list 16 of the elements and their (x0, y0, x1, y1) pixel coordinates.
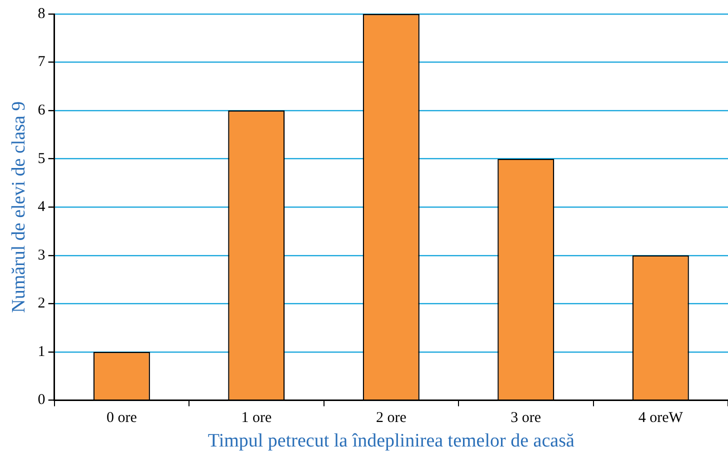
x-axis-title: Timpul petrecut la îndeplinirea temelor de acasă (208, 430, 575, 452)
y-tick-label: 8 (38, 6, 46, 22)
x-tick-label: 1 ore (241, 410, 272, 426)
y-tick-label: 2 (38, 296, 46, 312)
y-tick-label: 4 (38, 199, 46, 216)
x-tick-label: 3 ore (510, 410, 542, 426)
y-tick-label: 0 (38, 392, 46, 408)
x-tick-label: 4 oreW (638, 410, 684, 426)
x-tick-label: 0 ore (106, 410, 138, 426)
y-tick-label: 6 (38, 102, 46, 118)
y-tick-label: 3 (38, 247, 46, 264)
y-axis-title: Numărul de elevi de clasa 9 (8, 101, 30, 313)
y-tick-label: 1 (38, 344, 46, 360)
y-tick-label: 7 (38, 54, 46, 70)
y-tick-label: 5 (38, 150, 46, 167)
x-tick-label: 2 ore (376, 410, 407, 426)
